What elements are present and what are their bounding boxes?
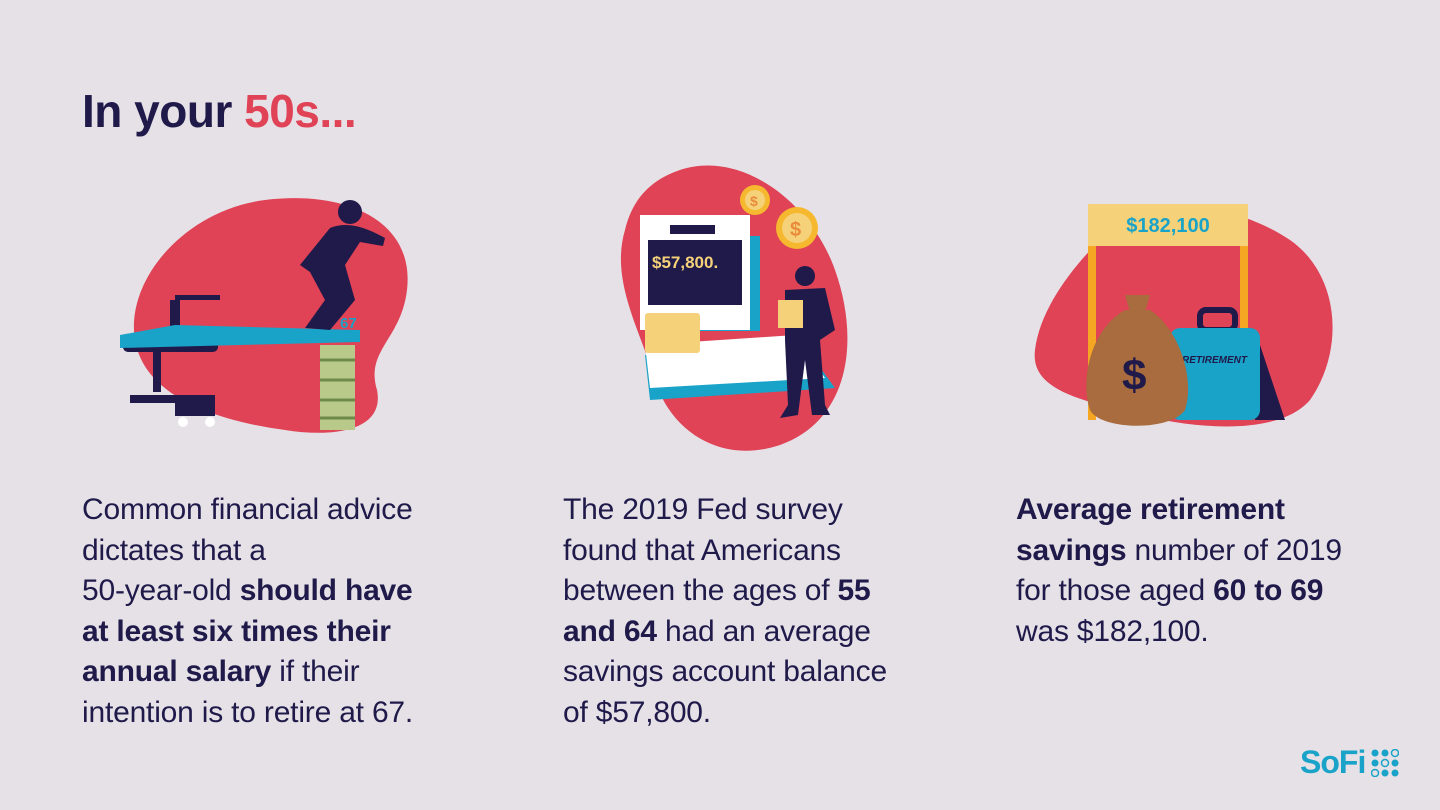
text-segment-bold: 55 (837, 574, 871, 607)
sign-frame: $182,100 (1088, 204, 1248, 420)
coin-icon: $ $ (740, 185, 818, 249)
screen-amount: $57,800. (652, 253, 718, 272)
fact-column-salary-advice: Common financial advice dictates that a … (82, 490, 413, 733)
person-silhouette-icon (300, 200, 385, 330)
dot-grid-icon (1371, 748, 1400, 777)
title-prefix: In your (82, 85, 245, 137)
sign-amount: $182,100 (1126, 215, 1209, 237)
board-number: 67 (340, 315, 357, 332)
page-title: In your 50s... (82, 84, 357, 138)
text-segment-bold: at least six times their (82, 614, 391, 648)
fact-column-retirement-savings: Average retirement savings number of 201… (1016, 490, 1342, 652)
text-segment: was $182,100. (1016, 614, 1209, 648)
diving-board (120, 325, 360, 348)
text-segment: if their (271, 655, 360, 688)
retirement-savings-illustration: $182,100 RETIREMENT $ (1034, 204, 1333, 427)
svg-text:$: $ (1122, 351, 1146, 400)
text-segment-bold: annual salary (82, 655, 272, 688)
svg-text:$: $ (790, 219, 801, 241)
text-segment: savings account balance (563, 655, 887, 688)
briefcase-label: RETIREMENT (1182, 355, 1248, 366)
briefcase-icon: RETIREMENT (1170, 307, 1285, 420)
text-segment-bold: should have (239, 574, 413, 607)
text-segment: for those aged (1016, 574, 1214, 607)
text-segment: found that Americans (563, 533, 841, 567)
person-with-clipboard-icon (778, 266, 835, 418)
logo-text: SoFi (1300, 744, 1366, 780)
text-segment-bold: savings (1016, 533, 1127, 567)
text-segment: of $57,800. (563, 695, 711, 729)
fact-column-fed-survey: The 2019 Fed survey found that Americans… (563, 490, 887, 733)
sofi-logo: SoFi (1300, 744, 1400, 781)
text-segment: had an average (656, 614, 871, 648)
text-segment: number of 2019 (1126, 533, 1342, 567)
text-segment: intention is to retire at 67. (82, 695, 414, 729)
text-segment: Common financial advice (82, 493, 413, 526)
text-segment: 50-year-old (82, 574, 240, 607)
text-segment-bold: and 64 (563, 614, 657, 648)
text-segment: dictates that a (82, 533, 266, 567)
title-accent: 50s... (244, 85, 357, 137)
money-bag-icon: $ (1086, 295, 1189, 426)
laptop-savings-illustration: $ $ $57,800. (620, 165, 848, 451)
text-segment: The 2019 Fed survey (563, 493, 843, 526)
svg-text:$: $ (750, 193, 758, 209)
money-stack-icon (320, 345, 355, 430)
text-segment: between the ages of (563, 574, 838, 607)
diving-board-illustration: 67 (120, 198, 408, 433)
text-segment-bold: Average retirement (1016, 493, 1285, 526)
text-segment-bold: 60 to 69 (1213, 574, 1324, 607)
